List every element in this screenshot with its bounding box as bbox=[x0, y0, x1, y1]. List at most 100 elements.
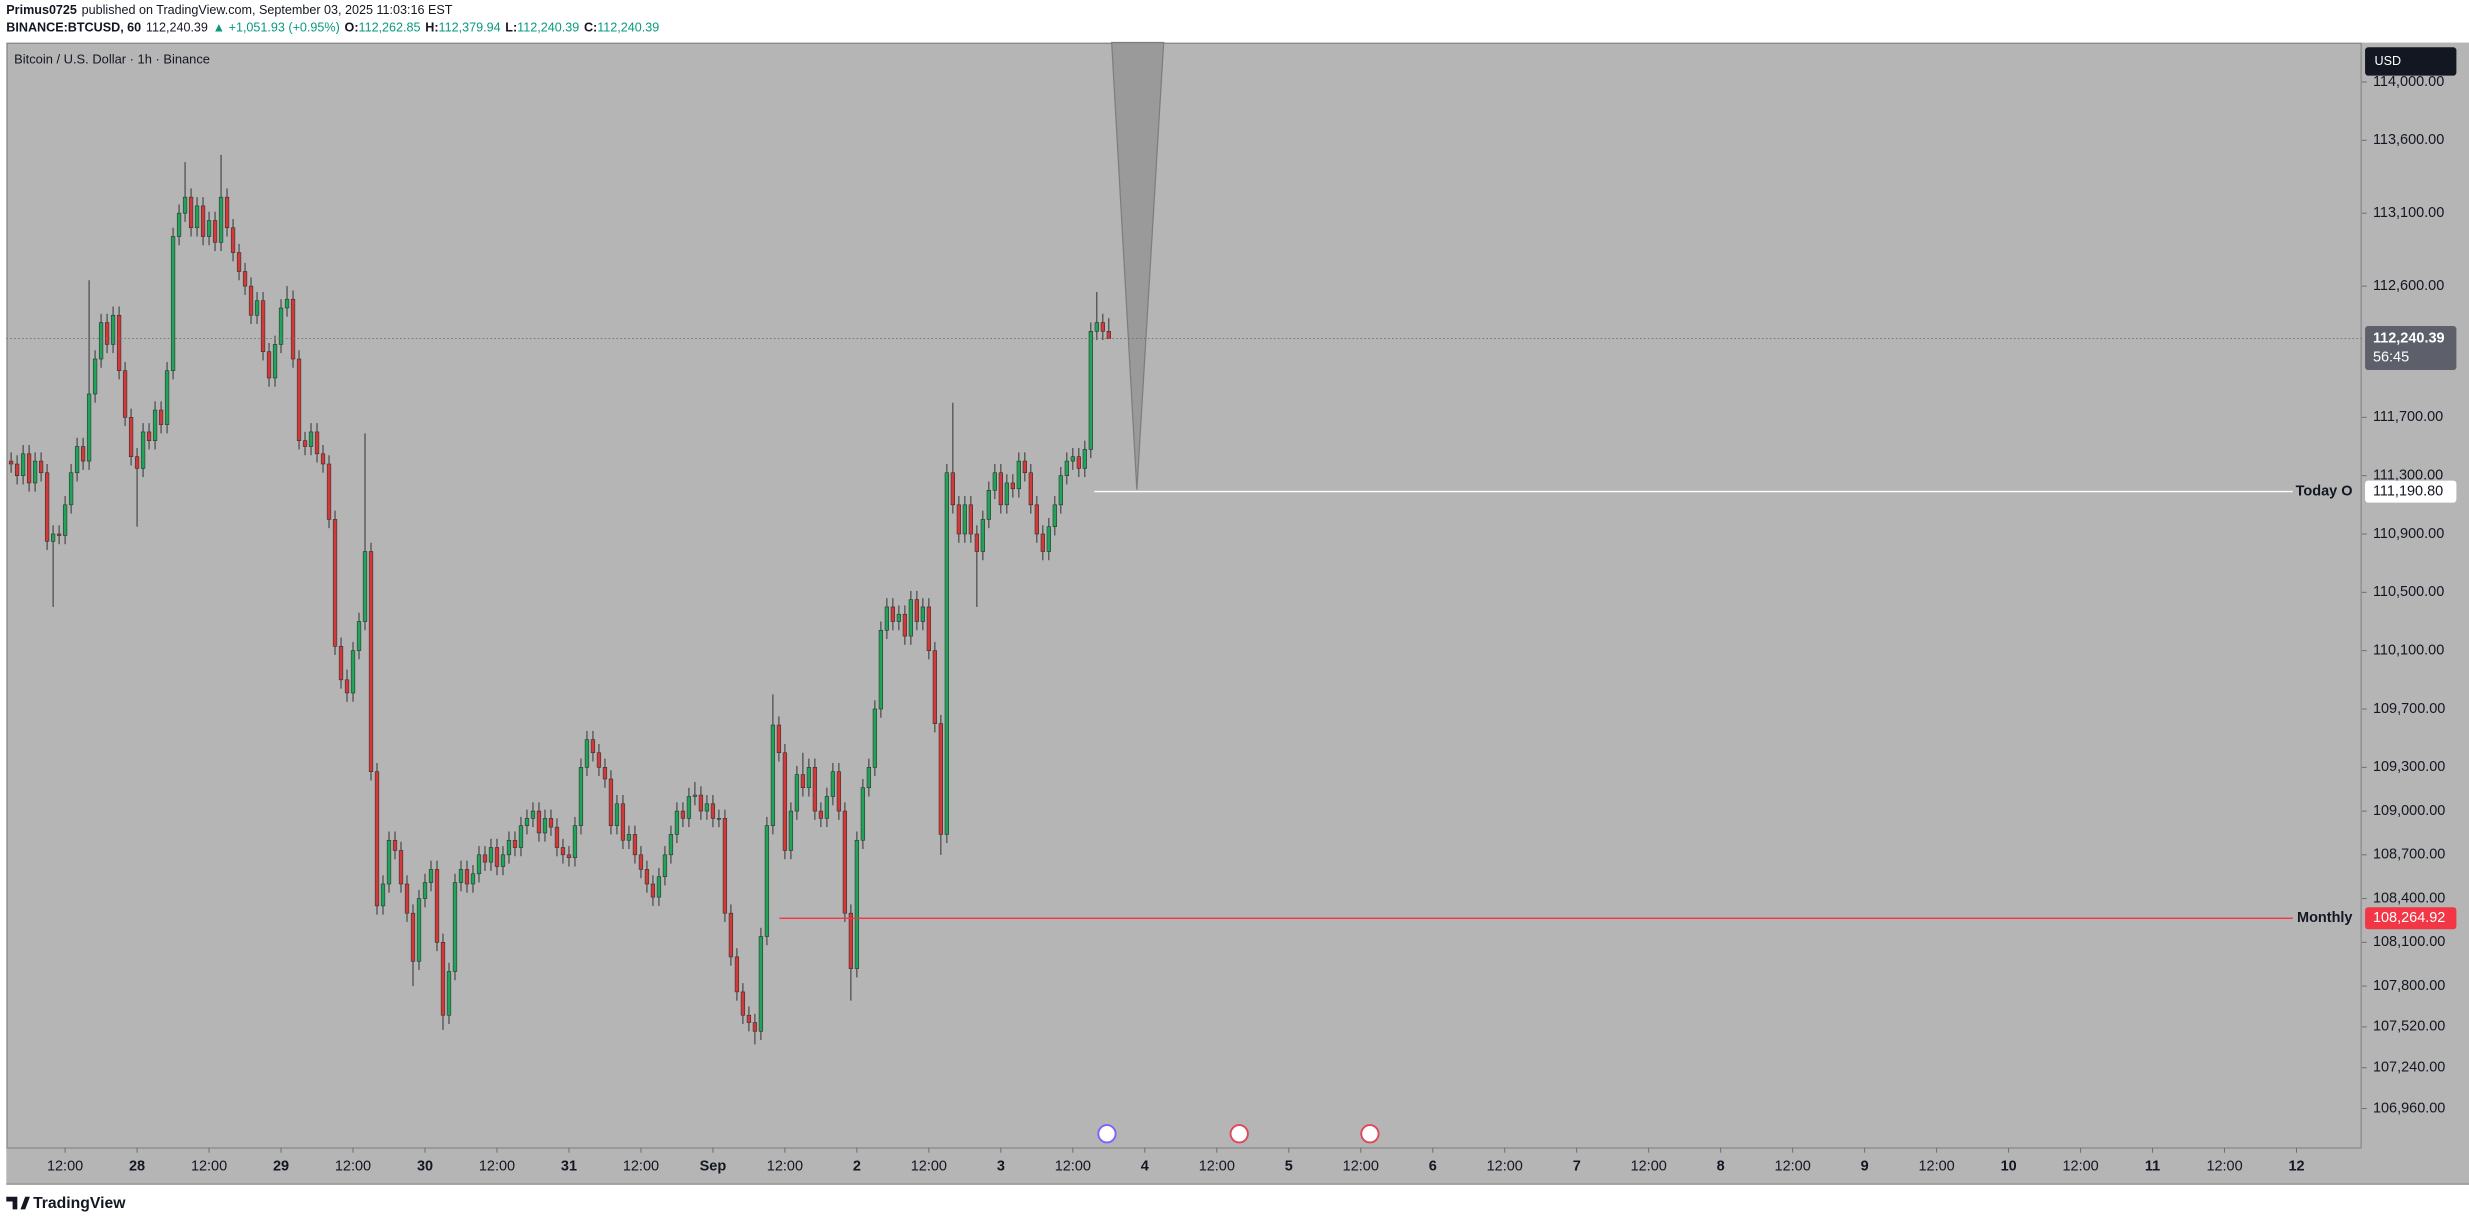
x-tick-label: 7 bbox=[1573, 1159, 1581, 1175]
candle bbox=[476, 846, 482, 883]
candle bbox=[854, 831, 860, 978]
candle bbox=[224, 188, 230, 237]
candle bbox=[950, 402, 956, 514]
candle bbox=[800, 752, 806, 797]
candle-body bbox=[44, 472, 50, 542]
candle bbox=[1028, 464, 1033, 514]
candle bbox=[68, 464, 74, 514]
event-icon[interactable] bbox=[1097, 1124, 1117, 1144]
candle bbox=[332, 510, 338, 656]
candle-body bbox=[1082, 449, 1087, 469]
candle-body bbox=[680, 810, 686, 819]
candle-body bbox=[596, 752, 602, 768]
candle bbox=[974, 525, 979, 607]
candle-body bbox=[980, 519, 985, 552]
candle bbox=[524, 809, 530, 835]
candle-body bbox=[818, 810, 824, 819]
candle-body bbox=[782, 752, 788, 851]
candle-body bbox=[68, 472, 74, 506]
candle-body bbox=[662, 854, 668, 877]
candle-body bbox=[74, 446, 80, 474]
candle bbox=[860, 778, 866, 849]
candle-body bbox=[860, 787, 866, 841]
candle-body bbox=[182, 196, 188, 214]
candle bbox=[764, 816, 770, 946]
candle bbox=[926, 598, 932, 660]
candle bbox=[446, 962, 452, 1024]
candle-body bbox=[956, 504, 962, 535]
x-tick-label: 6 bbox=[1429, 1159, 1437, 1175]
candle-body bbox=[392, 839, 398, 851]
event-icon[interactable] bbox=[1229, 1124, 1249, 1144]
candle-body bbox=[110, 314, 116, 345]
candle bbox=[1016, 452, 1021, 498]
candle-body bbox=[728, 912, 734, 958]
y-tick-label: 110,100.00 bbox=[2373, 642, 2444, 658]
candle-body bbox=[560, 847, 566, 856]
projection-triangle bbox=[1111, 41, 1165, 490]
candle bbox=[962, 496, 968, 543]
x-tick-label: 12:00 bbox=[911, 1159, 947, 1175]
y-tick-label: 109,700.00 bbox=[2373, 701, 2445, 717]
candle-body bbox=[626, 834, 632, 841]
candle-body bbox=[380, 883, 386, 907]
candle-body bbox=[794, 774, 800, 812]
candle bbox=[890, 598, 896, 631]
y-tick-label: 107,240.00 bbox=[2373, 1060, 2445, 1076]
candle bbox=[26, 445, 32, 492]
candle bbox=[386, 831, 392, 893]
candle bbox=[32, 452, 38, 492]
candle bbox=[152, 401, 158, 450]
candle-body bbox=[308, 431, 314, 447]
candle-body bbox=[1052, 504, 1057, 527]
candle-body bbox=[698, 794, 704, 812]
candle bbox=[806, 758, 812, 797]
candle bbox=[1070, 447, 1075, 470]
x-tick-label: 10 bbox=[2001, 1159, 2017, 1175]
x-tick-label: 11 bbox=[2145, 1159, 2160, 1175]
candle-body bbox=[332, 519, 338, 647]
candle-body bbox=[194, 205, 200, 229]
candle-body bbox=[1076, 456, 1081, 469]
candle bbox=[308, 423, 314, 456]
currency-box bbox=[2365, 47, 2457, 76]
event-icon[interactable] bbox=[1360, 1124, 1380, 1144]
candle-body bbox=[398, 850, 404, 885]
candle bbox=[236, 243, 242, 281]
candle bbox=[50, 525, 56, 607]
y-tick-label: 109,300.00 bbox=[2373, 759, 2445, 775]
candle bbox=[1082, 440, 1087, 478]
candle bbox=[74, 437, 80, 482]
candle bbox=[164, 361, 170, 434]
candle-body bbox=[260, 300, 266, 352]
currency: USD bbox=[2375, 54, 2402, 68]
brand-logo: TradingView bbox=[6, 1195, 126, 1212]
candle bbox=[938, 714, 944, 855]
candle-body bbox=[128, 417, 134, 457]
candle-body bbox=[152, 409, 158, 441]
x-tick-label: 12:00 bbox=[1487, 1159, 1523, 1175]
candle bbox=[242, 262, 248, 295]
candle bbox=[320, 445, 326, 473]
candle-body bbox=[494, 847, 500, 867]
candle-body bbox=[770, 724, 776, 826]
candle bbox=[86, 280, 92, 470]
candle bbox=[188, 188, 194, 237]
candle bbox=[176, 204, 182, 246]
candle bbox=[542, 809, 548, 842]
candle-body bbox=[32, 460, 38, 484]
candle-body bbox=[140, 431, 146, 469]
candle-body bbox=[812, 767, 818, 812]
candle bbox=[842, 802, 848, 922]
candle bbox=[992, 464, 997, 500]
candle bbox=[284, 286, 290, 317]
candle bbox=[104, 313, 110, 354]
candle bbox=[620, 795, 626, 849]
candle-body bbox=[218, 196, 224, 243]
candle bbox=[734, 948, 740, 1001]
candle-body bbox=[578, 767, 584, 826]
quote-line: BINANCE:BTCUSD, 60 112,240.39 ▲ +1,051.93 … bbox=[6, 21, 659, 35]
change: ▲ +1,051.93 (+0.95%) bbox=[213, 21, 340, 35]
candle bbox=[566, 846, 572, 867]
